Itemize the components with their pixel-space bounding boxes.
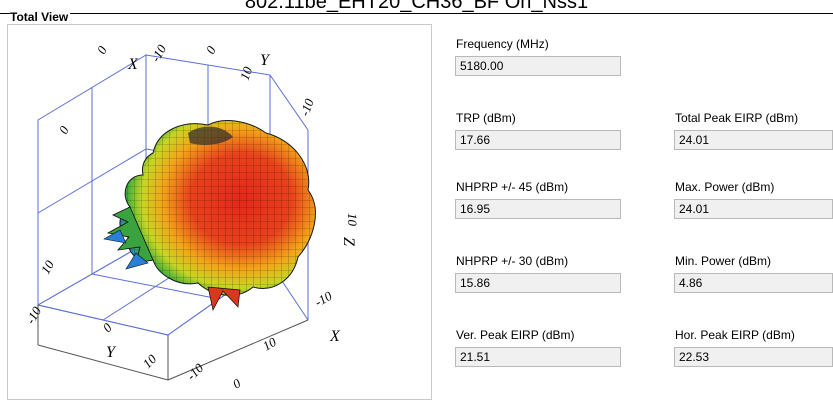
tick-label: -10 (184, 360, 207, 383)
axis-label-x-bottom: X (329, 328, 341, 345)
axis-label-y-bottom: Y (106, 344, 117, 361)
chart-title: 802.11be_EHT20_CH36_BF On_Nss1 (244, 0, 589, 13)
axis-label-z: Z (340, 237, 357, 247)
min-power-label: Min. Power (dBm) (675, 254, 772, 268)
tick-label: 0 (94, 43, 110, 57)
title-divider (0, 13, 833, 14)
max-power-label: Max. Power (dBm) (675, 180, 775, 194)
tick-label: 0 (56, 123, 72, 137)
axis-label-y-top: Y (260, 52, 271, 69)
min-power-field[interactable]: 4.86 (674, 273, 833, 293)
front-bottom-edge (167, 319, 309, 381)
nhprp-45-field[interactable]: 16.95 (455, 199, 621, 219)
radiation-pattern-panel[interactable]: X Y Z X Y -10 0 10 -10 0 10 -10 0 10 -10… (7, 24, 432, 400)
tick-label: -10 (297, 96, 317, 118)
bottom-left-edge (37, 344, 169, 381)
tick-label: -10 (148, 42, 170, 65)
tick-label: 10 (260, 334, 279, 354)
frequency-field[interactable]: 5180.00 (455, 56, 621, 76)
tick-label: 10 (345, 213, 360, 227)
ver-peak-eirp-field[interactable]: 21.51 (455, 347, 621, 367)
nhprp-30-label: NHPRP +/- 30 (dBm) (456, 254, 569, 268)
top-right-edge (269, 74, 309, 131)
section-label-total-view: Total View (10, 10, 71, 24)
frequency-label: Frequency (MHz) (456, 37, 549, 51)
axis-label-x-top: X (127, 56, 139, 73)
radiation-pattern-3d-plot: X Y Z X Y -10 0 10 -10 0 10 -10 0 10 -10… (23, 42, 360, 392)
tick-label: 10 (237, 64, 256, 82)
tick-label: 10 (38, 257, 58, 276)
tick-label: -10 (312, 288, 335, 310)
nhprp-45-label: NHPRP +/- 45 (dBm) (456, 180, 569, 194)
trp-label: TRP (dBm) (456, 111, 516, 125)
max-power-field[interactable]: 24.01 (674, 199, 833, 219)
tick-label: 0 (230, 375, 244, 391)
total-peak-eirp-label: Total Peak EIRP (dBm) (675, 111, 799, 125)
trp-field[interactable]: 17.66 (455, 130, 621, 150)
tick-label: 0 (203, 43, 219, 57)
nhprp-30-field[interactable]: 15.86 (455, 273, 621, 293)
tick-label: 10 (140, 351, 160, 371)
tick-label: -10 (23, 304, 45, 327)
total-peak-eirp-field[interactable]: 24.01 (674, 130, 833, 150)
hor-peak-eirp-field[interactable]: 22.53 (674, 347, 833, 367)
ver-peak-eirp-label: Ver. Peak EIRP (dBm) (456, 328, 575, 342)
radiation-pattern-surface (103, 120, 316, 312)
hor-peak-eirp-label: Hor. Peak EIRP (dBm) (675, 328, 795, 342)
